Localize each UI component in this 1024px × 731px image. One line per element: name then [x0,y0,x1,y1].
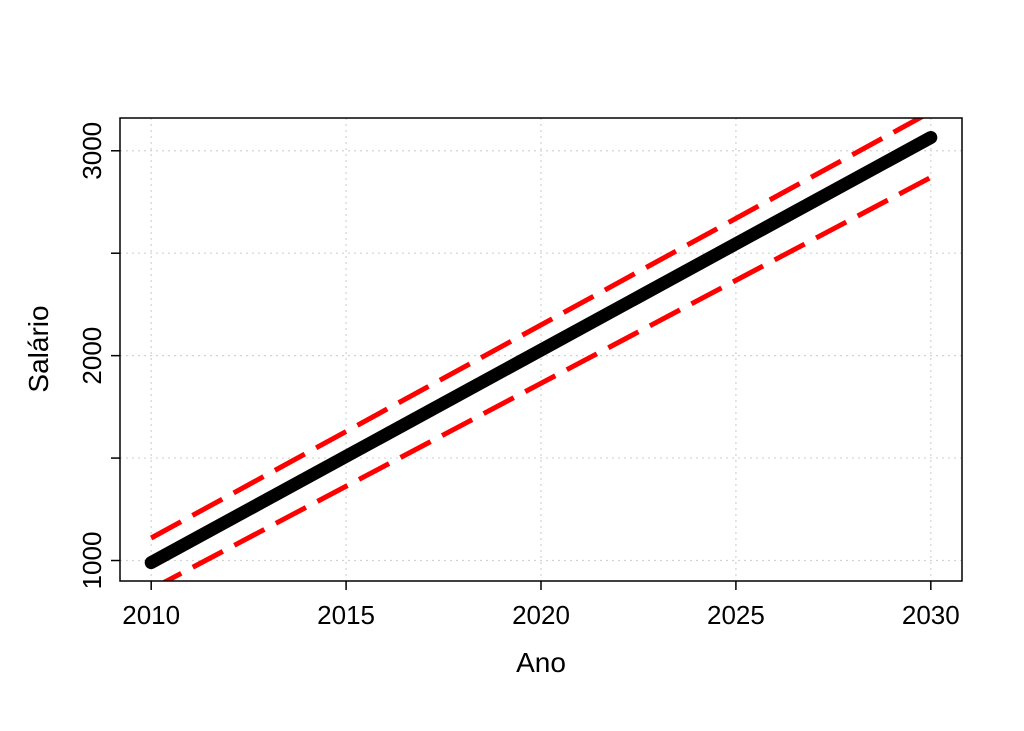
x-axis-title: Ano [516,647,566,678]
x-tick-label: 2025 [707,600,765,630]
series-line-dashed [150,118,925,541]
y-tick-label: 3000 [77,122,107,180]
series-group [144,118,938,581]
y-axis: 1000 2000 3000 [77,122,120,590]
x-tick-label: 2015 [317,600,375,630]
y-tick-label: 1000 [77,532,107,590]
y-axis-title: Salário [23,305,54,392]
x-tick-label: 2020 [512,600,570,630]
x-tick-label: 2030 [902,600,960,630]
y-tick-label: 2000 [77,327,107,385]
series-line-dashed [161,175,932,581]
x-axis: 2010 2015 2020 2025 2030 [122,581,960,630]
series-line-solid [144,131,938,570]
x-tick-label: 2010 [122,600,180,630]
